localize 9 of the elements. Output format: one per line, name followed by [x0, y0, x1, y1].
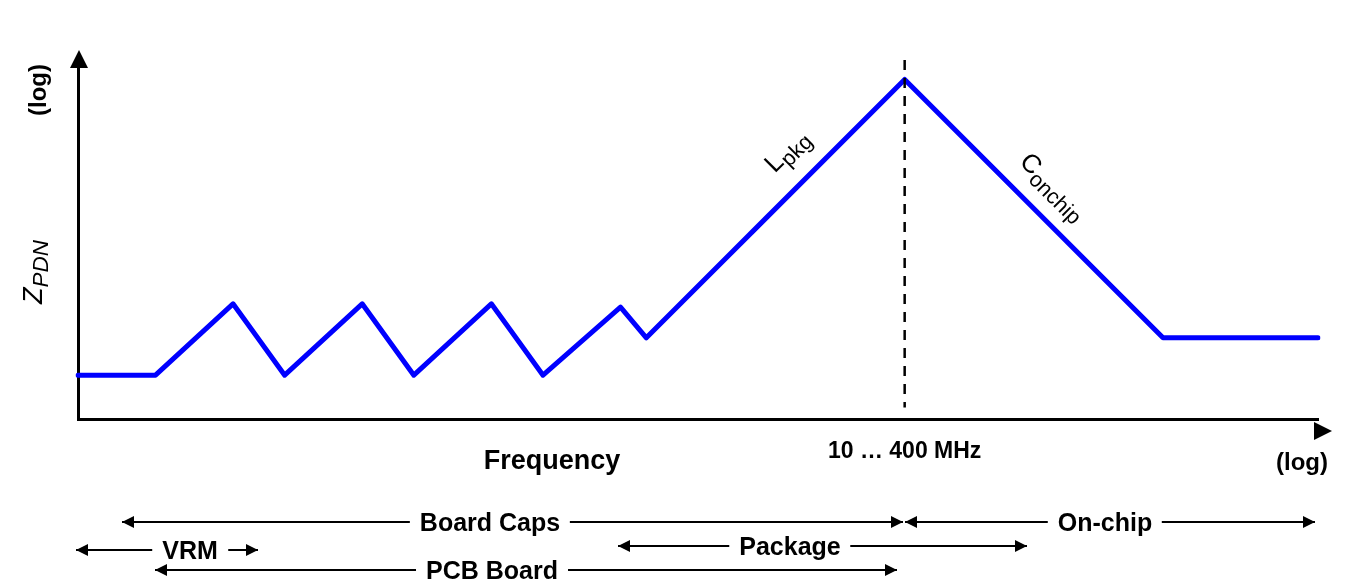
text: 10 … 400 MHz	[827, 436, 982, 463]
text: On-chip	[1047, 507, 1163, 537]
text: Board Caps	[409, 507, 571, 537]
text: Package	[729, 531, 851, 561]
x-axis-title: Frequency	[483, 444, 621, 476]
text: VRM	[152, 535, 228, 565]
text: PCB Board	[416, 555, 568, 583]
text: (log)	[1276, 448, 1328, 476]
text: (log)	[24, 64, 52, 116]
